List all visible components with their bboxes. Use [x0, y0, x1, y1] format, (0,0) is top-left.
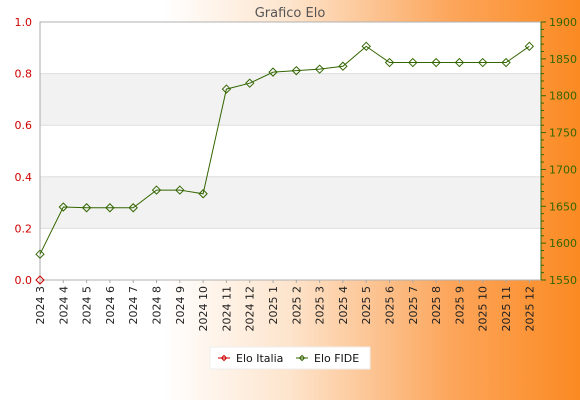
right-tick-label: 1850: [549, 53, 577, 66]
left-tick-label: 0.2: [15, 222, 33, 235]
data-point: [58, 202, 69, 212]
data-point: [221, 84, 232, 94]
left-tick-label: 0.6: [15, 119, 33, 132]
data-point: [431, 57, 441, 68]
x-tick-label: 2025 9: [453, 286, 466, 325]
plot-background: [40, 22, 541, 280]
legend-swatch-marker: [298, 354, 306, 362]
series-elo-italia: [35, 275, 45, 285]
x-tick-label: 2024 7: [127, 286, 140, 325]
grid-band: [40, 176, 541, 229]
legend-entry: Elo FIDE: [296, 352, 359, 365]
right-tick-label: 1550: [549, 274, 577, 287]
data-point: [151, 185, 162, 195]
data-point: [478, 57, 488, 68]
data-point: [314, 64, 325, 74]
x-tick-label: 2024 10: [197, 286, 210, 332]
data-point: [35, 275, 45, 285]
series-line: [39, 45, 530, 255]
right-tick-label: 1600: [549, 237, 577, 250]
chart-title: Grafico Elo: [255, 6, 326, 21]
x-tick-label: 2024 8: [151, 286, 164, 325]
legend-label: Elo FIDE: [314, 352, 359, 365]
series-elo-fide: [35, 41, 535, 259]
grid-band: [40, 73, 541, 126]
data-point: [454, 57, 465, 68]
x-tick-label: 2025 1: [267, 286, 280, 325]
data-point: [384, 57, 395, 68]
left-tick-label: 0.8: [15, 68, 33, 81]
right-tick-label: 1800: [549, 90, 577, 103]
data-point: [198, 189, 208, 199]
data-point: [291, 65, 302, 76]
right-tick-label: 1700: [549, 163, 577, 176]
data-point: [128, 203, 138, 213]
left-tick-label: 0.0: [15, 274, 33, 287]
data-point: [81, 203, 92, 213]
x-tick-label: 2025 8: [430, 286, 443, 325]
data-point: [408, 57, 418, 68]
legend-entry: Elo Italia: [218, 352, 283, 365]
left-tick-label: 1.0: [15, 16, 33, 29]
x-tick-label: 2024 6: [104, 286, 117, 325]
x-tick-label: 2024 11: [220, 286, 233, 332]
right-tick-label: 1650: [549, 200, 577, 213]
x-tick-label: 2025 3: [314, 286, 327, 325]
x-tick-label: 2025 4: [337, 286, 350, 325]
left-tick-label: 0.4: [15, 171, 33, 184]
legend-label: Elo Italia: [236, 352, 283, 365]
x-tick-label: 2025 2: [290, 286, 303, 325]
legend-box: [209, 346, 371, 370]
right-tick-label: 1750: [549, 127, 577, 140]
data-point: [35, 249, 45, 259]
data-point: [338, 61, 348, 71]
x-tick-label: 2025 7: [407, 286, 420, 325]
data-point: [175, 185, 185, 195]
data-point: [524, 41, 535, 52]
x-tick-label: 2024 5: [81, 286, 94, 325]
x-tick-label: 2025 6: [384, 286, 397, 325]
x-tick-label: 2024 4: [57, 286, 70, 325]
x-tick-label: 2025 11: [500, 286, 513, 332]
data-point: [501, 57, 511, 68]
data-point: [105, 203, 115, 213]
data-point: [361, 41, 371, 52]
x-tick-label: 2025 10: [477, 286, 490, 332]
x-tick-label: 2024 12: [244, 286, 257, 332]
x-tick-label: 2025 12: [523, 286, 536, 332]
x-tick-label: 2024 9: [174, 286, 187, 325]
x-tick-label: 2025 5: [360, 286, 373, 325]
x-tick-label: 2024 3: [34, 286, 47, 325]
legend-swatch-marker: [220, 354, 228, 362]
data-point: [268, 67, 278, 77]
right-tick-label: 1900: [549, 16, 577, 29]
data-point: [245, 78, 255, 88]
